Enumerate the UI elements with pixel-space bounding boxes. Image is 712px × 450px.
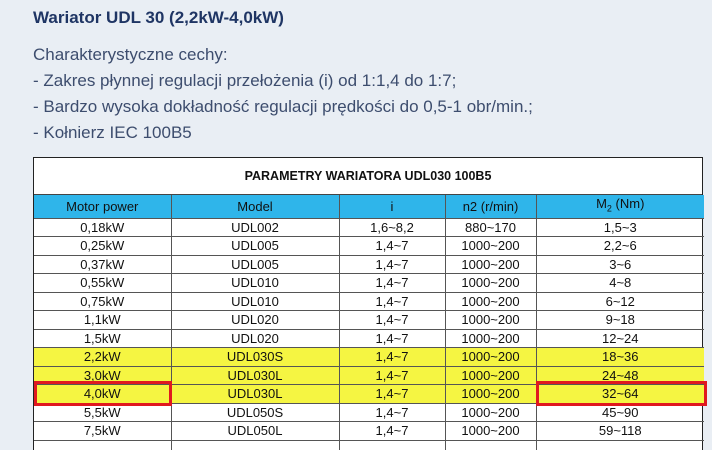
table-cell — [34, 439, 172, 450]
table-cell — [535, 439, 704, 450]
table-cell: 1000~200 — [444, 384, 537, 404]
header-subscript: 2 — [606, 203, 612, 214]
table-cell: UDL050S — [170, 402, 340, 423]
highlight-box — [536, 381, 707, 406]
table-cell: UDL010 — [170, 291, 340, 312]
table-cell: UDL030L — [170, 384, 340, 404]
table-cell — [170, 439, 340, 450]
table-row: 2,2kW UDL030S 1,4~7 1000~200 18~36 — [34, 347, 704, 367]
table-cell: 1000~200 — [444, 310, 537, 330]
table-row: 7,5kW UDL050L 1,4~7 1000~200 59~118 — [34, 421, 704, 441]
table-cell: 3,0kW — [34, 365, 172, 386]
table-cell: 0,37kW — [34, 254, 172, 275]
table-cell: 32~64 — [535, 384, 704, 404]
table-row: 0,55kW UDL010 1,4~7 1000~200 4~8 — [34, 273, 704, 293]
table-cell: 1,4~7 — [338, 273, 446, 293]
table-cell: 880~170 — [444, 217, 537, 238]
table-cell: 1000~200 — [444, 421, 537, 441]
table-cell: UDL030S — [170, 347, 340, 367]
table: PARAMETRY WARIATORA UDL030 100B5 Motor p… — [33, 157, 704, 450]
header-cell: Motor power — [34, 195, 172, 219]
table-cell — [338, 439, 446, 450]
features-heading: Charakterystyczne cechy: — [33, 45, 228, 64]
header-cell: Model — [170, 195, 340, 219]
table-cell: UDL005 — [170, 236, 340, 256]
table-cell: 1,5kW — [34, 328, 172, 349]
table-row: 5,5kW UDL050S 1,4~7 1000~200 45~90 — [34, 402, 704, 423]
table-row: 0,18kW UDL002 1,6~8,2 880~170 1,5~3 — [34, 217, 704, 238]
table-row: 0,37kW UDL005 1,4~7 1000~200 3~6 — [34, 254, 704, 275]
table-cell: 1000~200 — [444, 402, 537, 423]
feature-item: - Bardzo wysoka dokładność regulacji prę… — [33, 97, 533, 116]
page-title: Wariator UDL 30 (2,2kW-4,0kW) — [33, 8, 284, 27]
table-cell: 1,6~8,2 — [338, 217, 446, 238]
table-cell: 1000~200 — [444, 236, 537, 256]
table-cell: UDL010 — [170, 273, 340, 293]
header-cell: i — [338, 195, 446, 219]
table-cell: 59~118 — [535, 421, 704, 441]
feature-item: - Kołnierz IEC 100B5 — [33, 123, 192, 142]
header-cell: n2 (r/min) — [444, 195, 537, 219]
feature-item: - Zakres płynnej regulacji przełożenia (… — [33, 71, 457, 90]
table-cell: UDL020 — [170, 328, 340, 349]
table-row: 0,25kW UDL005 1,4~7 1000~200 2,2~6 — [34, 236, 704, 256]
table-cell: 1000~200 — [444, 328, 537, 349]
table-title: PARAMETRY WARIATORA UDL030 100B5 — [34, 158, 702, 195]
table-cell: 2,2kW — [34, 347, 172, 367]
table-cell: UDL030L — [170, 365, 340, 386]
table-cell: 1,4~7 — [338, 347, 446, 367]
table-cell: 1,4~7 — [338, 365, 446, 386]
table-cell: 18~36 — [535, 347, 704, 367]
table-row: 0,75kW UDL010 1,4~7 1000~200 6~12 — [34, 291, 704, 312]
table-cell: 1,4~7 — [338, 236, 446, 256]
table-cell: 1,4~7 — [338, 291, 446, 312]
table-cell: 1,4~7 — [338, 254, 446, 275]
table-cell: 7,5kW — [34, 421, 172, 441]
table-cell: 0,18kW — [34, 217, 172, 238]
header-text: M — [596, 196, 607, 211]
table-cell: 1,4~7 — [338, 402, 446, 423]
table-cell: 1000~200 — [444, 254, 537, 275]
highlight-box — [34, 381, 172, 406]
table-cell: 1000~200 — [444, 347, 537, 367]
table-cell: 1,4~7 — [338, 310, 446, 330]
table-cell: 1,4~7 — [338, 421, 446, 441]
table-cell: 6~12 — [535, 291, 704, 312]
table-row — [34, 439, 704, 450]
table-cell: 1000~200 — [444, 273, 537, 293]
table-cell: 1000~200 — [444, 365, 537, 386]
table-cell: 1,1kW — [34, 310, 172, 330]
table-cell: 0,75kW — [34, 291, 172, 312]
table-cell: UDL005 — [170, 254, 340, 275]
table-cell: 9~18 — [535, 310, 704, 330]
table-cell: UDL002 — [170, 217, 340, 238]
table-cell: 3~6 — [535, 254, 704, 275]
table-cell: 1,4~7 — [338, 328, 446, 349]
table-cell: 4~8 — [535, 273, 704, 293]
table-cell: 0,55kW — [34, 273, 172, 293]
table-cell: UDL050L — [170, 421, 340, 441]
header-text: (Nm) — [611, 196, 645, 211]
table-row: 1,5kW UDL020 1,4~7 1000~200 12~24 — [34, 328, 704, 349]
table-cell: 1,5~3 — [535, 217, 704, 238]
table-cell: 2,2~6 — [535, 236, 704, 256]
table-cell: 12~24 — [535, 328, 704, 349]
table-cell: 1,4~7 — [338, 384, 446, 404]
table-row: 1,1kW UDL020 1,4~7 1000~200 9~18 — [34, 310, 704, 330]
table-cell: 0,25kW — [34, 236, 172, 256]
header-cell: M2 (Nm) — [535, 195, 704, 219]
data-table: Motor power Model i n2 (r/min) M2 (Nm) 0,18kW… — [34, 195, 704, 450]
table-cell — [444, 439, 537, 450]
table-cell: 1000~200 — [444, 291, 537, 312]
header-row: Motor power Model i n2 (r/min) M2 (Nm) — [34, 195, 704, 219]
table-cell: UDL020 — [170, 310, 340, 330]
